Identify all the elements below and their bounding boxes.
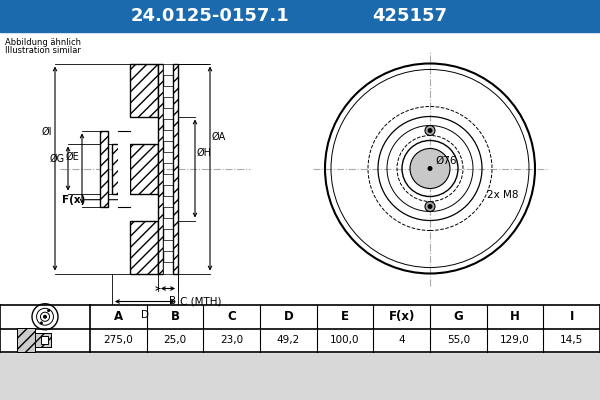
Text: Ø76: Ø76	[435, 156, 457, 166]
Bar	[173, 64, 178, 274]
Bar	[17, 328, 35, 352]
Text: 129,0: 129,0	[500, 335, 530, 345]
Bar	[35, 333, 51, 347]
Bar	[130, 220, 158, 274]
Bar	[100, 130, 108, 206]
Bar	[163, 64, 173, 74]
Text: Illustration similar: Illustration similar	[5, 46, 81, 55]
Text: ØI: ØI	[41, 127, 52, 137]
Text: F(x): F(x)	[388, 310, 415, 323]
Bar	[0, 30, 600, 305]
Bar	[100, 130, 108, 206]
Text: ØE: ØE	[65, 152, 79, 162]
Text: C (MTH): C (MTH)	[180, 296, 221, 306]
Bar	[130, 64, 158, 116]
Circle shape	[427, 166, 433, 171]
Bar	[163, 152, 173, 163]
Text: D: D	[283, 310, 293, 323]
Bar	[163, 174, 173, 185]
Bar	[163, 218, 173, 229]
Text: B: B	[169, 296, 176, 306]
Bar	[163, 130, 173, 141]
Text: D: D	[141, 310, 149, 320]
Text: 100,0: 100,0	[330, 335, 360, 345]
Bar	[163, 196, 173, 207]
Text: E: E	[341, 310, 349, 323]
Text: 275,0: 275,0	[103, 335, 133, 345]
Circle shape	[425, 202, 435, 212]
Text: ØG: ØG	[50, 154, 65, 164]
Text: A: A	[114, 310, 123, 323]
Bar	[17, 328, 35, 352]
Bar	[130, 64, 158, 116]
Circle shape	[427, 128, 433, 133]
Circle shape	[427, 204, 433, 209]
Text: 425157: 425157	[373, 7, 448, 25]
Text: B: B	[170, 310, 179, 323]
Bar	[112, 144, 122, 194]
Circle shape	[410, 148, 450, 188]
Bar	[35, 333, 51, 347]
Bar	[163, 86, 173, 97]
Circle shape	[425, 126, 435, 136]
Bar	[158, 64, 163, 274]
Text: ØA: ØA	[212, 132, 226, 142]
Bar	[118, 130, 130, 206]
Bar	[112, 144, 122, 194]
Text: 49,2: 49,2	[277, 335, 300, 345]
Bar	[163, 262, 173, 274]
Bar	[163, 108, 173, 119]
Text: 55,0: 55,0	[447, 335, 470, 345]
Circle shape	[47, 309, 50, 312]
Text: 2x M8: 2x M8	[487, 190, 518, 200]
Text: 25,0: 25,0	[163, 335, 187, 345]
Text: 23,0: 23,0	[220, 335, 243, 345]
Bar	[130, 144, 158, 194]
Circle shape	[40, 322, 43, 324]
Text: F(x): F(x)	[62, 195, 85, 205]
Bar	[173, 64, 178, 274]
Text: G: G	[454, 310, 463, 323]
Text: 14,5: 14,5	[560, 335, 583, 345]
Text: ØH: ØH	[197, 148, 212, 158]
Text: H: H	[510, 310, 520, 323]
Bar	[0, 0, 600, 32]
Text: I: I	[569, 310, 574, 323]
Bar	[130, 144, 158, 194]
Bar	[0, 305, 600, 352]
Bar	[130, 220, 158, 274]
Bar	[41, 336, 48, 344]
Text: Abbildung ähnlich: Abbildung ähnlich	[5, 38, 81, 47]
Bar	[158, 64, 163, 274]
Circle shape	[43, 315, 47, 319]
Text: 4: 4	[398, 335, 405, 345]
Text: 24.0125-0157.1: 24.0125-0157.1	[131, 7, 289, 25]
Bar	[163, 240, 173, 251]
Text: C: C	[227, 310, 236, 323]
